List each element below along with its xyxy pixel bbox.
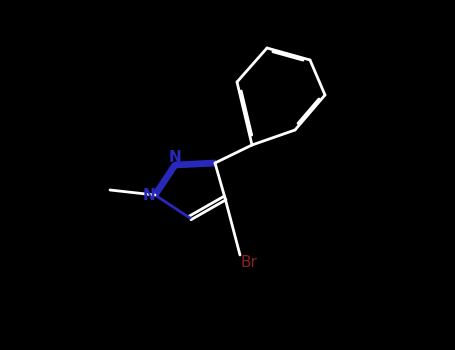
Text: Br: Br	[240, 255, 257, 270]
Text: N: N	[142, 188, 155, 203]
Text: N: N	[169, 150, 182, 165]
